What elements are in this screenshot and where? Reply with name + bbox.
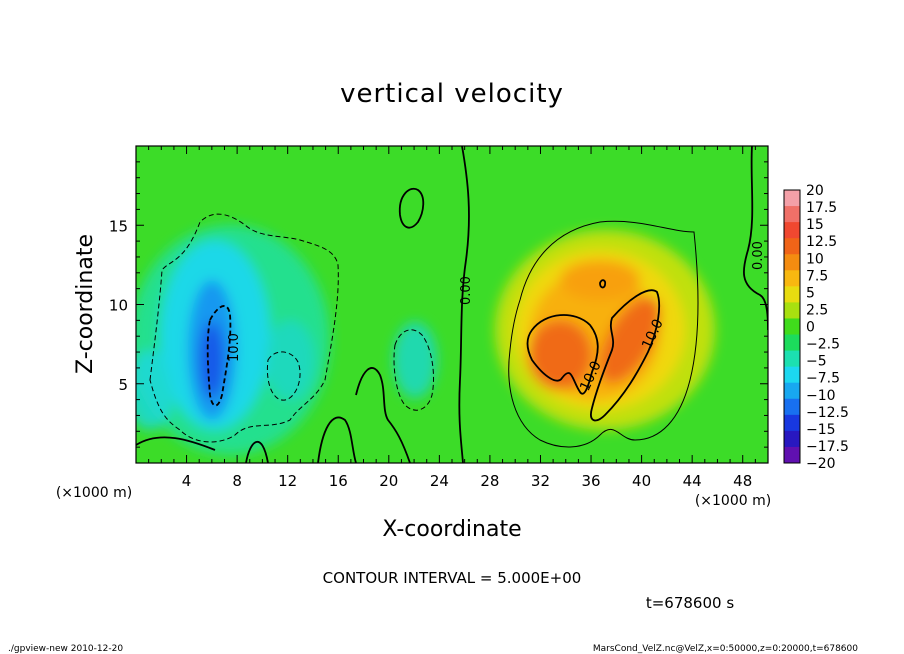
colorbar-frame <box>783 189 801 464</box>
x-axis-label: X-coordinate <box>382 517 521 542</box>
colorbar-swatch <box>784 318 800 336</box>
updraft-core-right <box>599 297 661 383</box>
ten-contour-right <box>590 289 661 422</box>
x-tick-label: 24 <box>430 472 449 490</box>
zero-contour-right <box>742 146 768 331</box>
colorbar-label: −2.5 <box>806 337 840 353</box>
zero-contour-blob-1 <box>398 187 425 229</box>
contour-label: 0.00 <box>751 241 766 270</box>
x-tick-label: 12 <box>278 472 297 490</box>
colorbar-swatch <box>784 334 800 352</box>
y-axis-label: Z-coordinate <box>73 234 98 374</box>
colorbar-label: −7.5 <box>806 371 840 387</box>
footer-right: MarsCond_VelZ.nc@VelZ,x=0:50000,z=0:2000… <box>593 644 858 654</box>
y-tick-label: 10 <box>109 297 128 315</box>
negative-five-contour-left <box>149 213 339 443</box>
contour-lines <box>136 146 768 463</box>
colorbar-label: 20 <box>806 183 824 199</box>
ten-contour-peak <box>599 279 607 289</box>
negative-five-contour-mid <box>266 351 301 401</box>
zero-contour-main <box>458 146 470 463</box>
x-tick-label: 32 <box>531 472 550 490</box>
x-tick-label: 16 <box>329 472 348 490</box>
colorbar-swatch <box>784 366 800 384</box>
colorbar-label: 17.5 <box>806 200 837 216</box>
x-tick-label: 20 <box>379 472 398 490</box>
colorbar-swatch <box>784 430 800 448</box>
colorbar-label: −15 <box>806 422 836 438</box>
colorbar-label: 15 <box>806 217 824 233</box>
colorbar-swatch <box>784 238 800 255</box>
contour-label: 10.0 <box>227 333 242 362</box>
x-tick-label: 4 <box>182 472 192 490</box>
colorbar-label: 0 <box>806 320 815 336</box>
colorbar-swatch <box>784 446 800 464</box>
colorbar-label: 7.5 <box>806 268 828 284</box>
colorbar-label: −20 <box>806 456 836 472</box>
x-tick-label: 48 <box>733 472 752 490</box>
zero-contour-bottom <box>136 367 411 463</box>
colorbar-label: −10 <box>806 388 836 404</box>
colorbar-label: −17.5 <box>806 439 849 455</box>
footer-left: ./gpview-new 2010-12-20 <box>8 644 123 654</box>
colorbar-swatch <box>784 254 800 271</box>
downdraft-side-2 <box>393 322 437 398</box>
colorbar-swatch <box>784 350 800 368</box>
negative-ten-contour <box>206 305 232 407</box>
colorbar-label: −12.5 <box>806 405 849 421</box>
x-tick-label: 40 <box>632 472 651 490</box>
colorbar-swatch <box>784 222 800 239</box>
y-tick-label: 5 <box>118 376 128 394</box>
ten-contour-left <box>526 314 599 395</box>
contour-interval: CONTOUR INTERVAL = 5.000E+00 <box>323 569 582 587</box>
colorbar-label: −5 <box>806 354 827 370</box>
colorbar-label: 10 <box>806 251 824 267</box>
negative-five-contour-right <box>393 329 435 411</box>
colorbar-swatch <box>784 206 800 223</box>
downdraft-edge <box>136 350 175 430</box>
colorbar-swatch <box>784 414 800 432</box>
heatmap-field <box>136 146 768 463</box>
x-tick-label: 36 <box>581 472 600 490</box>
x-tick-label: 8 <box>232 472 242 490</box>
y-unit-label: (×1000 m) <box>56 485 132 501</box>
colorbar-swatch <box>784 302 800 319</box>
x-tick-label: 28 <box>480 472 499 490</box>
colorbar-label: 2.5 <box>806 302 828 318</box>
colorbar-swatch <box>784 286 800 303</box>
downdraft-peak <box>200 322 224 398</box>
chart-title: vertical velocity <box>340 79 564 109</box>
colorbar-label: 12.5 <box>806 234 837 250</box>
x-axis: 4 8 12 16 20 24 28 32 36 40 44 48 <box>148 146 756 490</box>
updraft-top <box>560 260 640 300</box>
y-tick-label: 15 <box>109 217 128 235</box>
colorbar-swatch <box>784 382 800 400</box>
x-unit-label: (×1000 m) <box>695 493 771 509</box>
contour-label: 0.00 <box>459 276 474 305</box>
y-axis: 5 10 15 <box>109 161 768 448</box>
colorbar-swatch <box>784 398 800 416</box>
time-label: t=678600 s <box>646 594 734 612</box>
colorbar-swatch <box>784 270 800 287</box>
colorbar-swatch <box>784 190 800 207</box>
five-contour <box>508 220 699 448</box>
x-tick-label: 44 <box>683 472 702 490</box>
downdraft-side-1 <box>265 320 315 400</box>
colorbar-label: 5 <box>806 285 815 301</box>
